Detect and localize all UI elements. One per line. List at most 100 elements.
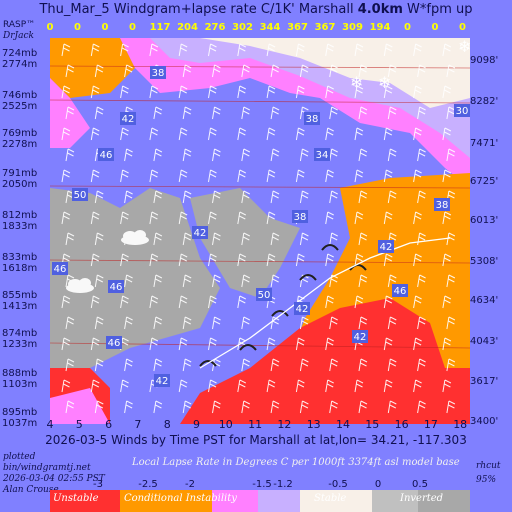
x-tick-label: 16 — [394, 418, 409, 431]
wind-barb — [417, 400, 426, 414]
wind-barb — [178, 379, 188, 393]
wstar-value: 0 — [74, 22, 81, 33]
wind-barb — [94, 316, 104, 330]
wind-barb — [266, 211, 276, 225]
wind-barb — [329, 148, 338, 162]
region-red-main — [180, 298, 470, 424]
wind-barb — [325, 253, 334, 267]
wind-barb — [61, 85, 71, 99]
contour-label: 46 — [106, 336, 122, 349]
wind-barb — [383, 85, 393, 99]
wind-barb — [153, 190, 163, 204]
contour-label: 38 — [304, 112, 320, 125]
wind-barb — [295, 169, 305, 183]
wind-barb — [270, 190, 280, 204]
wind-barb — [354, 211, 364, 225]
wind-barb — [325, 379, 334, 393]
wind-barb — [124, 400, 133, 414]
colorbar-segment — [50, 490, 120, 512]
wind-barb — [241, 358, 251, 372]
colorbar-segment — [120, 490, 212, 512]
colorbar-segment — [372, 490, 418, 512]
svg-text:38: 38 — [306, 114, 319, 125]
wind-barb — [295, 253, 305, 267]
rhcut-label: rhcut — [476, 461, 501, 471]
contour-label: 50 — [72, 188, 88, 201]
wind-barb — [413, 169, 422, 183]
wind-barb — [417, 190, 426, 204]
region-pink-bottom — [50, 388, 110, 424]
wind-barb — [442, 169, 452, 183]
wind-barb — [65, 232, 75, 246]
wind-barb — [120, 85, 129, 99]
wind-barb — [417, 274, 426, 288]
wind-barb — [212, 316, 221, 330]
colorbar-tick-label: 0.5 — [412, 479, 428, 490]
colorbar-class-label: Inverted — [400, 493, 444, 504]
wind-barb — [153, 358, 163, 372]
svg-text:46: 46 — [100, 150, 113, 161]
wstar-value: 367 — [287, 22, 308, 33]
wind-barb — [329, 190, 338, 204]
wind-barb — [212, 274, 221, 288]
wstar-value: 0 — [101, 22, 109, 33]
contour-label: 42 — [154, 374, 170, 387]
wind-barb — [90, 169, 100, 183]
wind-barb — [325, 169, 334, 183]
contour-label: 30 — [454, 104, 470, 117]
wind-barb — [182, 400, 192, 414]
wind-barb — [241, 400, 251, 414]
wind-barb — [90, 253, 100, 267]
wind-barb — [270, 106, 280, 120]
wstar-value: 204 — [177, 22, 198, 33]
x-tick-label: 10 — [218, 418, 233, 431]
svg-text:34: 34 — [316, 150, 329, 161]
altitude-ft-label: 8282' — [470, 96, 499, 107]
pressure-level-label: 812mb 1833m — [2, 210, 38, 232]
wind-barb — [329, 106, 338, 120]
wind-barb — [446, 316, 456, 330]
wind-barb — [387, 400, 397, 414]
wind-barb — [417, 148, 426, 162]
wind-barb — [442, 253, 452, 267]
colorbar-title: Local Lapse Rate in Degrees C per 1000ft… — [132, 457, 460, 468]
wind-barb — [325, 43, 334, 57]
wind-barb — [65, 400, 75, 414]
rasp-brand: RASP™ DrJack — [3, 20, 36, 41]
wind-barb — [153, 274, 163, 288]
wind-barb — [124, 316, 133, 330]
contour-label: 42 — [192, 226, 208, 239]
wind-barb — [299, 148, 309, 162]
wind-barb — [208, 295, 217, 309]
wind-barb — [325, 211, 334, 225]
x-tick-label: 11 — [248, 418, 263, 431]
wind-barb — [354, 295, 364, 309]
wind-barb — [329, 316, 338, 330]
wind-barb — [299, 316, 309, 330]
wind-barb — [266, 169, 276, 183]
wind-barb — [178, 127, 188, 141]
wind-barb — [446, 358, 456, 372]
contour-label: 46 — [52, 262, 68, 275]
wind-barb — [417, 316, 426, 330]
wind-barb — [208, 85, 217, 99]
wind-barb — [90, 295, 100, 309]
wind-barb — [124, 148, 133, 162]
wind-barb — [124, 274, 133, 288]
wind-barb — [65, 106, 75, 120]
wind-barb — [212, 190, 221, 204]
svg-text:42: 42 — [354, 332, 367, 343]
cap-arcs — [199, 244, 367, 367]
wstar-value: 0 — [46, 22, 54, 33]
wind-barb — [182, 274, 192, 288]
altitude-ft-label: 6725' — [470, 176, 499, 187]
wind-barb — [417, 232, 426, 246]
wind-barb — [90, 43, 100, 57]
wind-barb — [149, 295, 159, 309]
wind-barb — [120, 127, 129, 141]
wstar-value: 0 — [404, 22, 411, 33]
wind-barb — [153, 106, 163, 120]
wind-barb — [149, 43, 159, 57]
wind-barb — [65, 358, 75, 372]
altitude-ft-label: 4634' — [470, 295, 499, 306]
